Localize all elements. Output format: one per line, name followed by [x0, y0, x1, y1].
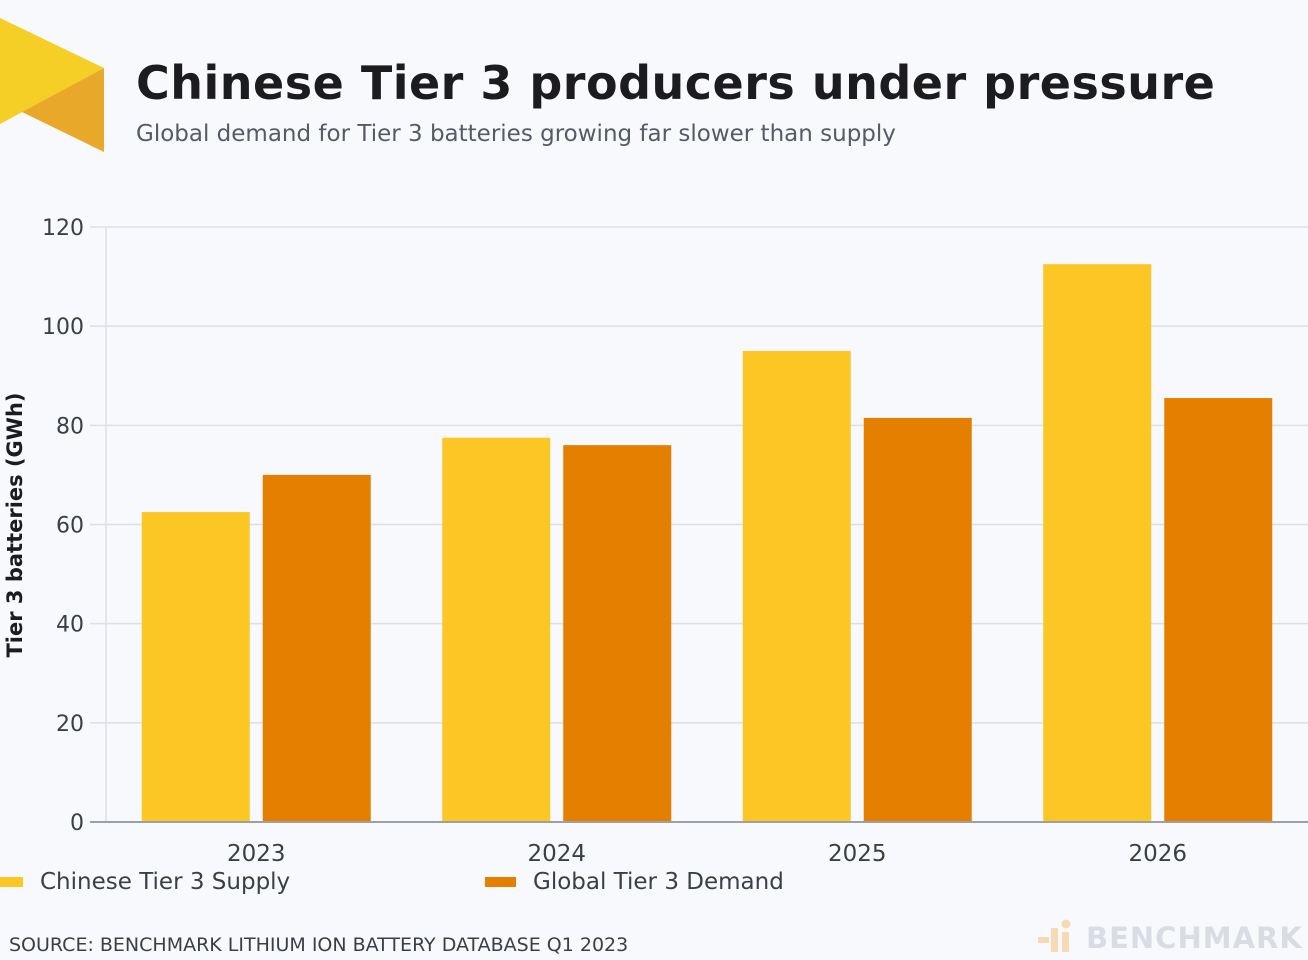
- x-tick-label: 2025: [828, 841, 887, 867]
- logo-light-triangle: [0, 18, 104, 124]
- logo-dark-triangle: [22, 68, 104, 152]
- x-tick-labels: 2023 2024 2025 2026: [227, 841, 1187, 867]
- bar-supply-2026: [1043, 264, 1152, 822]
- header-logo: [0, 18, 104, 156]
- brand-logo: BENCHMARK: [1036, 918, 1303, 958]
- y-tick-label: 80: [56, 414, 84, 439]
- y-tick-label: 0: [70, 811, 84, 836]
- brand-mark-icon: [1038, 919, 1071, 952]
- bars: [141, 264, 1273, 822]
- legend-label-supply: Chinese Tier 3 Supply: [40, 869, 291, 895]
- legend-label-demand: Global Tier 3 Demand: [533, 869, 784, 895]
- bar-supply-2024: [442, 437, 551, 822]
- y-tick-label: 120: [42, 216, 84, 241]
- bar-supply-2025: [742, 350, 851, 822]
- legend-item-demand: Global Tier 3 Demand: [485, 869, 784, 895]
- bar-demand-2026: [1164, 398, 1273, 822]
- bar-demand-2025: [863, 417, 972, 822]
- bar-demand-2024: [563, 445, 672, 822]
- x-tick-label: 2026: [1128, 841, 1187, 867]
- bar-chart: 0 20 40 60 80 100 120 2023 2024 2025 2026: [42, 216, 1308, 867]
- y-tick-labels: 0 20 40 60 80 100 120: [42, 216, 84, 836]
- chart-title: Chinese Tier 3 producers under pressure: [136, 56, 1216, 110]
- x-tick-label: 2023: [227, 841, 286, 867]
- bar-demand-2023: [262, 474, 371, 822]
- y-tick-label: 60: [56, 514, 84, 539]
- legend-item-supply: Chinese Tier 3 Supply: [0, 869, 290, 895]
- x-tick-label: 2024: [527, 841, 586, 867]
- y-tick-label: 100: [42, 315, 84, 340]
- brand-wordmark: BENCHMARK: [1086, 921, 1303, 955]
- legend-swatch-demand: [485, 877, 516, 887]
- source-note: SOURCE: BENCHMARK LITHIUM ION BATTERY DA…: [9, 934, 629, 956]
- y-tick-label: 20: [56, 712, 84, 737]
- legend-swatch-supply: [0, 877, 23, 887]
- y-tick-label: 40: [56, 613, 84, 638]
- bar-supply-2023: [141, 512, 250, 822]
- chart-subtitle: Global demand for Tier 3 batteries growi…: [136, 121, 896, 147]
